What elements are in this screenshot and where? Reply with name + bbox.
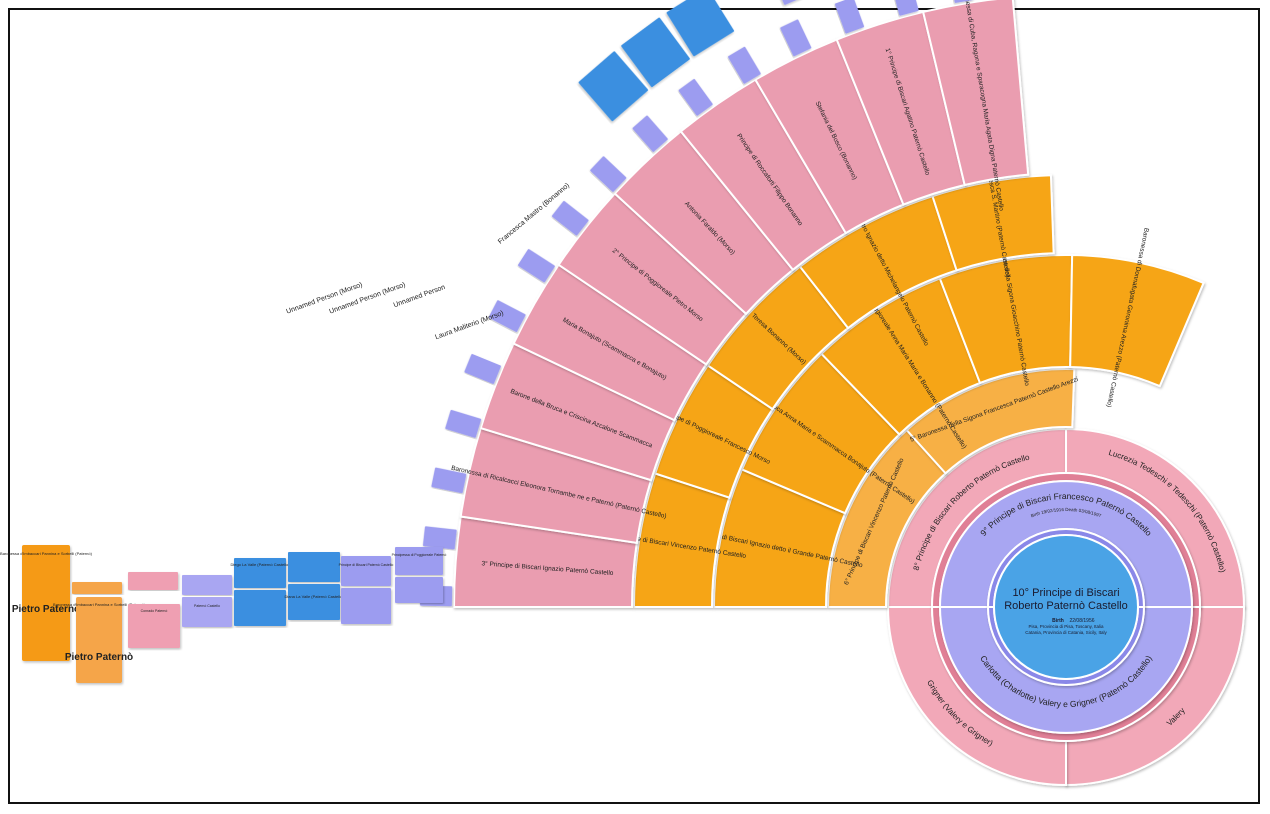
gen7-box-3[interactable] <box>431 467 467 494</box>
gen7-box-8[interactable] <box>551 200 589 236</box>
left-box-3[interactable] <box>128 604 180 648</box>
ancestor-circle: 9° Principe di Biscari Francesco Paternò… <box>886 427 1246 787</box>
center-death-place: Catania, Provincia di Catania, Sicily, I… <box>1025 630 1107 635</box>
gen8-box-1[interactable] <box>578 51 649 122</box>
gen7-box-11[interactable] <box>678 78 713 116</box>
left-box-8a[interactable] <box>395 547 443 575</box>
center-birth-date: 22/08/1956 <box>1069 618 1094 624</box>
gen7-box-15[interactable] <box>891 0 919 16</box>
left-box-6[interactable] <box>288 584 340 620</box>
gen8-box-4[interactable] <box>764 0 829 5</box>
gen8-box-3[interactable] <box>666 0 735 57</box>
left-box-1-title: Baronessa d'Imbaccari Pannina e Sorbelli… <box>0 551 93 556</box>
left-box-5a[interactable] <box>234 558 286 588</box>
left-box-6-title: Diana La Valle (Paternò Castello) <box>284 594 344 599</box>
gen7-box-12[interactable] <box>727 46 762 84</box>
left-box-1[interactable] <box>22 545 70 661</box>
fan-orange-inner-2[interactable] <box>905 368 1076 475</box>
left-box-4[interactable] <box>182 597 232 627</box>
left-box-7[interactable] <box>341 588 391 624</box>
gen8-box-2[interactable] <box>621 17 691 88</box>
gen7-box-4[interactable] <box>445 409 482 438</box>
gen7-box-2[interactable] <box>422 526 457 550</box>
left-box-3a[interactable] <box>128 572 178 590</box>
center-circle[interactable] <box>993 534 1139 680</box>
left-box-6a[interactable] <box>288 552 340 582</box>
left-box-8[interactable] <box>395 577 443 603</box>
gen7-box-6[interactable] <box>488 300 526 333</box>
center-birth-place: Pisa, Provincia di Pisa, Toscany, Italia <box>1028 624 1104 629</box>
gen7-box-13[interactable] <box>780 19 812 57</box>
gen7-box-10[interactable] <box>632 115 668 152</box>
gen7-box-14[interactable] <box>834 0 865 34</box>
outer-box-2-title: Unnamed Person (Morso) <box>328 282 406 316</box>
left-box-3-title: Conrado Paternò <box>141 609 168 613</box>
fan-orange-outer-5[interactable] <box>931 174 1055 272</box>
center-name-line1: 10° Principe di Biscari <box>1012 587 1119 599</box>
left-box-2[interactable] <box>76 597 122 683</box>
gen7-box-9[interactable] <box>590 156 627 193</box>
left-box-2a[interactable] <box>72 582 122 594</box>
left-box-7a[interactable] <box>341 556 391 586</box>
outer-box-1-title: Unnamed Person (Morso) <box>285 282 363 316</box>
left-box-2-title: Baronessa d'Imbaccari Pannina e Sorbelli… <box>53 602 146 607</box>
center-person[interactable]: 10° Principe di Biscari Roberto Paternò … <box>1004 587 1128 635</box>
gen7-box-7[interactable] <box>517 249 556 283</box>
center-name-line2: Roberto Paternò Castello <box>1004 600 1128 612</box>
center-birth-label: Birth <box>1052 618 1064 624</box>
left-box-4-title: Paternò Castello <box>194 604 220 608</box>
left-box-5-title: Diego La Valle (Paternò Castello) <box>230 562 290 567</box>
outer-box-4-title: Laura Maliterio (Morso) <box>434 310 504 341</box>
left-ancestor-chain: Baronessa d'Imbaccari Pannina e Sorbelli… <box>0 545 446 683</box>
left-box-4a[interactable] <box>182 575 232 595</box>
fan-orange-mid-5[interactable] <box>1069 254 1205 388</box>
left-box-7-title: Principe di Biscari Paternò Castello <box>339 563 394 567</box>
left-box-8-title: Principessa di Poggioreale Paternò <box>392 553 447 557</box>
left-box-1-name: Pietro Paternò <box>12 604 80 615</box>
fan-pink-outer-10[interactable] <box>921 0 1030 187</box>
left-box-2-name: Pietro Paternò <box>65 652 133 663</box>
left-box-5[interactable] <box>234 590 286 626</box>
gen7-box-5[interactable] <box>464 353 501 385</box>
